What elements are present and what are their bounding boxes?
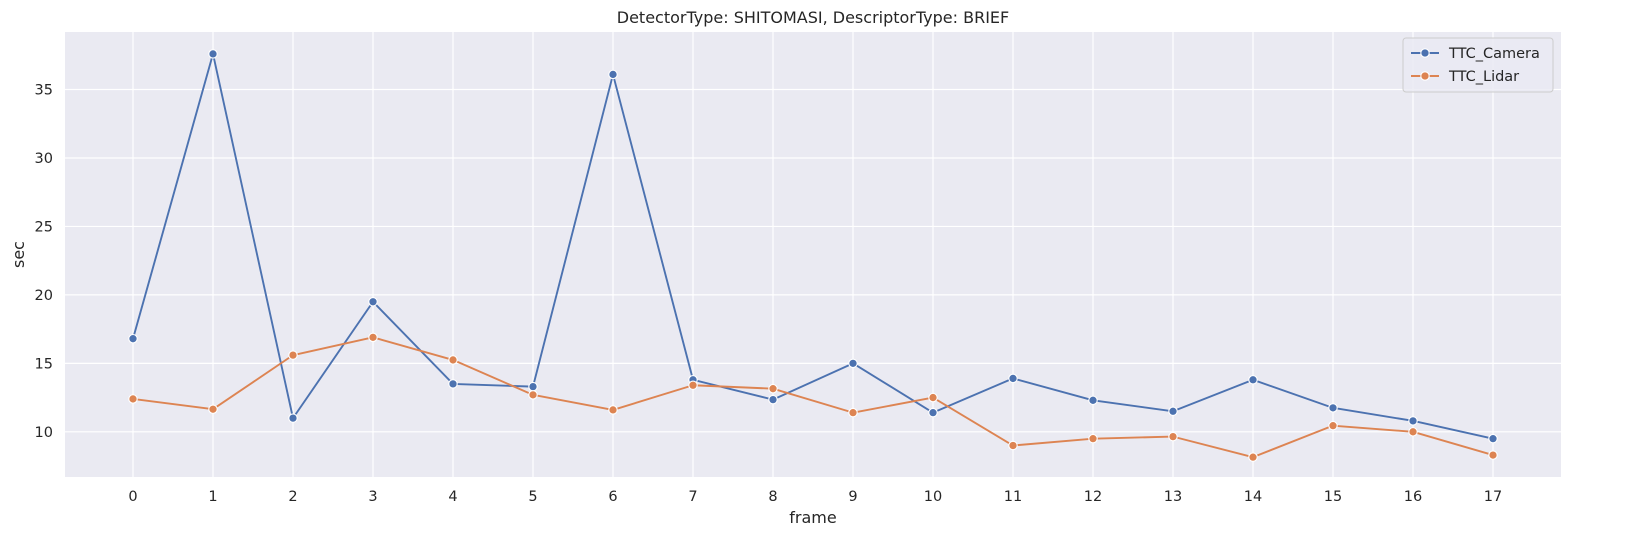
data-point — [1088, 395, 1098, 406]
data-point — [1088, 433, 1098, 444]
data-point — [928, 407, 938, 418]
x-tick-label: 9 — [848, 489, 857, 505]
series-line — [132, 336, 1494, 459]
x-tick-label: 11 — [1004, 489, 1022, 505]
x-tick-label: 1 — [208, 489, 217, 505]
gridlines — [65, 32, 1561, 477]
data-point — [1248, 375, 1258, 385]
y-tick-label: 15 — [35, 356, 53, 372]
data-point — [208, 49, 218, 59]
series-TTC_Camera — [128, 49, 1498, 444]
legend: TTC_Camera TTC_Lidar — [1402, 37, 1554, 93]
legend-item: TTC_Lidar — [1411, 69, 1519, 85]
legend-label: TTC_Lidar — [1448, 69, 1519, 85]
legend-label: TTC_Camera — [1448, 46, 1540, 62]
x-tick-label: 10 — [924, 489, 942, 505]
data-point — [528, 390, 538, 400]
data-point — [288, 350, 298, 360]
x-tick-label: 6 — [608, 489, 617, 505]
x-tick-label: 8 — [768, 489, 777, 505]
data-point — [1168, 406, 1178, 417]
data-point — [448, 379, 458, 389]
x-tick-label: 13 — [1164, 489, 1182, 505]
data-point — [368, 296, 378, 307]
x-tick-label: 2 — [288, 489, 297, 505]
legend-marker — [1420, 48, 1430, 58]
data-point — [848, 407, 858, 418]
legend-marker — [1420, 71, 1430, 81]
data-point — [1408, 416, 1418, 426]
data-point — [1168, 431, 1178, 442]
data-point — [1408, 427, 1418, 437]
data-point — [848, 358, 858, 369]
y-tick-label: 25 — [35, 219, 53, 235]
data-point — [128, 333, 138, 344]
y-tick-label: 30 — [35, 151, 53, 167]
data-point — [1008, 373, 1018, 384]
series-TTC_Lidar — [128, 332, 1498, 462]
data-point — [1328, 420, 1338, 431]
x-tick-label: 15 — [1324, 489, 1342, 505]
x-tick-label: 7 — [688, 489, 697, 505]
legend-item: TTC_Camera — [1411, 46, 1540, 62]
chart-title: DetectorType: SHITOMASI, DescriptorType:… — [617, 8, 1009, 27]
data-point — [1488, 433, 1498, 444]
x-tick-labels: 0 1 2 3 4 5 6 7 8 9 10 11 12 13 14 15 16 17 — [128, 489, 1502, 505]
x-tick-label: 4 — [448, 489, 457, 505]
data-point — [768, 383, 778, 394]
series-layer — [128, 49, 1498, 462]
y-tick-label: 35 — [35, 83, 53, 99]
data-point — [688, 380, 698, 391]
series-line — [132, 52, 1494, 440]
legend-frame — [1402, 37, 1554, 93]
plot-area — [65, 32, 1561, 477]
x-tick-label: 14 — [1244, 489, 1262, 505]
x-tick-label: 12 — [1084, 489, 1102, 505]
data-point — [368, 332, 378, 343]
x-tick-label: 0 — [128, 489, 137, 505]
data-point — [1008, 440, 1018, 451]
data-point — [1248, 452, 1258, 462]
data-point — [128, 394, 138, 404]
data-point — [608, 405, 618, 415]
x-tick-label: 5 — [528, 489, 537, 505]
data-point — [1488, 450, 1498, 460]
y-tick-labels: 10 15 20 25 30 35 — [35, 83, 53, 441]
data-point — [288, 413, 298, 423]
x-axis-label: frame — [789, 508, 836, 527]
data-point — [768, 394, 778, 405]
data-point — [608, 69, 618, 80]
data-point — [928, 392, 938, 403]
data-point — [448, 355, 458, 365]
x-tick-label: 17 — [1484, 489, 1502, 505]
y-tick-label: 20 — [35, 288, 53, 304]
data-point — [208, 404, 218, 414]
x-tick-label: 16 — [1404, 489, 1422, 505]
x-tick-label: 3 — [368, 489, 377, 505]
data-point — [1328, 403, 1338, 413]
y-axis-label: sec — [9, 241, 28, 268]
y-tick-label: 10 — [35, 425, 53, 441]
data-point — [528, 381, 538, 392]
